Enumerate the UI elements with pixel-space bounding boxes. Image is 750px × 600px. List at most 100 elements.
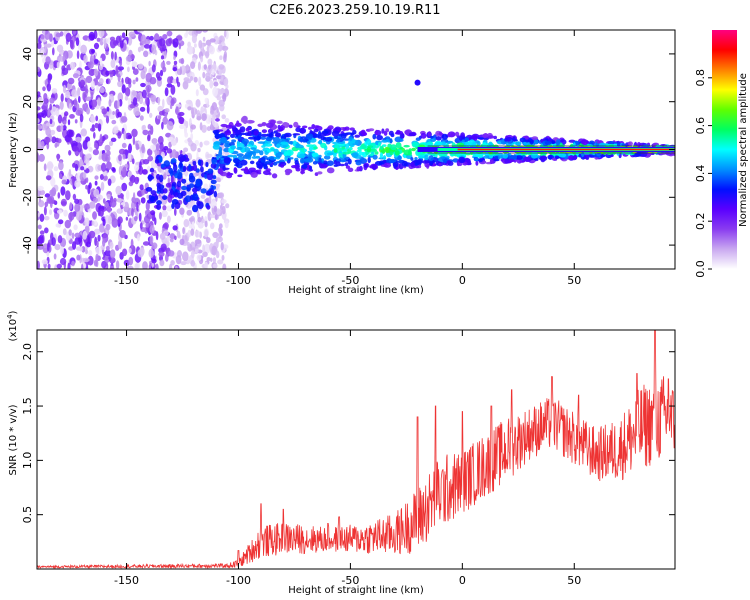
spectrogram-cell [57,235,63,244]
spectrogram-cell [93,68,99,77]
spectrogram-cell [60,124,64,133]
spectrogram-cell [311,124,316,130]
spectrogram-cell [162,205,167,211]
spectrogram-cell [67,119,71,126]
spectrogram-cell [95,253,99,263]
spectrogram-cell [105,78,109,84]
spectrogram-cell [151,258,157,264]
spectrogram-cell [102,198,106,204]
spectrogram-cell [144,39,151,45]
spectrogram-cell [186,45,194,55]
spectrogram-cell [197,61,201,71]
spectrogram-cell [212,257,216,264]
spectrogram-cell [137,249,144,258]
spectrogram-cell [98,155,102,160]
colorbar: 0.0 0.2 0.4 0.6 0.8 Normalized spectral ampl… [694,30,749,278]
spectrogram-cell [640,151,648,157]
spectrogram-cell [616,142,621,147]
spectrogram-cell [140,82,146,88]
spectrogram-cell [215,118,220,122]
spectrogram-cell [320,163,328,169]
spectrogram-cell [198,76,202,87]
spectrogram-cell [132,192,136,202]
spectrogram-cell [119,60,123,67]
spectrogram-cell [145,221,150,228]
spectrogram-cell [37,42,42,49]
spectrogram-cell [168,250,175,257]
spectrogram-cell [162,195,168,201]
spectrogram-cell [224,118,230,123]
spectrogram-cell [131,128,138,138]
spectrogram-cell [121,142,127,149]
spectrogram-cell [223,53,227,63]
spectrogram-cell [210,257,213,262]
spectrogram-cell [220,242,224,251]
spectrogram-cell [191,221,195,230]
spectrogram-cell [263,170,271,176]
spectrogram-cell [555,155,560,160]
spectrogram-cell [222,165,226,172]
spectrogram-cell [533,139,539,145]
spectrogram-cell [486,135,495,139]
spectrogram-cell [123,130,127,141]
spectrogram-cell [471,141,477,148]
spectrogram-cell [106,106,110,112]
spectrogram-cell [317,141,323,144]
spectrogram-cell [109,113,115,120]
spectrogram-cell [220,123,228,128]
spectrogram-cell [93,42,100,50]
spectrogram-cell [218,223,223,229]
spectrogram-cell [395,142,402,149]
spectrogram-cell [85,249,88,255]
spectrogram-cell [344,162,349,167]
spectrogram-cell [302,139,307,143]
spectrogram-cell [119,40,124,49]
spectrogram-cell [260,133,269,137]
spectrogram-cell [210,74,213,80]
x-tick-label: 0 [459,274,466,287]
spectrogram-cell [245,127,250,132]
spectrogram-cell [109,140,114,147]
spectrogram-cell [62,84,67,94]
spectrogram-cell [135,111,141,116]
spectrogram-cell [345,143,350,150]
spectrogram-cell [356,166,362,172]
spectrogram-cell [225,129,232,136]
spectrogram-frame [36,29,676,270]
spectrogram-cell [63,111,69,117]
spectrogram-cell [67,77,75,85]
spectrogram-cell [55,107,60,117]
spectrogram-cell [419,142,427,145]
spectrogram-cell [531,136,539,141]
spectrogram-cell [105,70,110,76]
spectrogram-cell [309,130,313,134]
spectrogram-cell [389,151,394,156]
snr-series-line [36,329,676,570]
spectrogram-cell [181,178,187,184]
spectrogram-cell [303,158,311,162]
spectrogram-cell [341,159,347,162]
spectrogram-cell [369,148,378,152]
spectrogram-cell [49,103,52,111]
spectrogram-cell [142,159,150,165]
spectrogram-cell [266,122,274,128]
spectrogram-cell [326,167,335,174]
spectrogram-cell [264,160,272,164]
spectrogram-cell [190,124,196,130]
spectrogram-cell [131,61,138,68]
spectrogram-cell [99,174,104,180]
spectrogram-cell [56,153,60,162]
spectrogram-cell [191,249,195,259]
spectrogram-cell [276,129,283,132]
spectrogram-cell [51,187,57,197]
colorbar-gradient [712,30,737,269]
spectrogram-cell [308,146,313,151]
spectrogram-cell [67,262,71,269]
spectrogram-cell [84,84,88,92]
spectrogram-cell [74,203,81,213]
spectrogram-cell [237,174,243,178]
spectrogram-cell [149,112,153,118]
y-tick-label: 0.5 [21,506,34,524]
spectrogram-cell [539,155,548,162]
